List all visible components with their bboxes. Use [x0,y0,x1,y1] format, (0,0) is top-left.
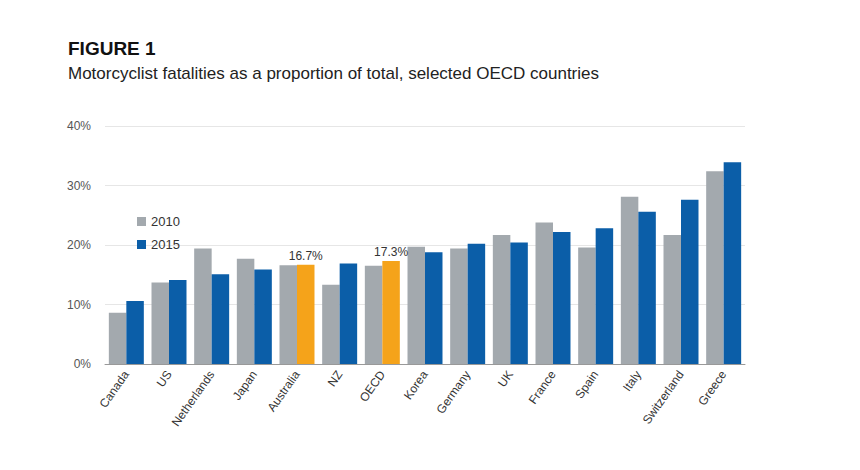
svg-text:Australia: Australia [264,368,302,415]
svg-text:40%: 40% [67,119,91,133]
svg-text:Canada: Canada [96,368,132,411]
svg-text:Italy: Italy [620,368,644,394]
svg-text:Spain: Spain [572,368,601,401]
svg-text:Korea: Korea [401,368,431,403]
svg-text:US: US [154,368,175,390]
svg-text:2010: 2010 [151,214,180,229]
svg-text:0%: 0% [74,357,92,371]
svg-text:Germany: Germany [434,368,474,416]
svg-text:Netherlands: Netherlands [169,368,218,429]
svg-text:FIGURE 1: FIGURE 1 [68,38,156,59]
svg-text:Greece: Greece [695,368,729,409]
svg-text:2015: 2015 [151,237,180,252]
svg-text:Switzerland: Switzerland [640,368,687,427]
svg-text:France: France [526,368,559,407]
svg-text:16.7%: 16.7% [289,249,323,263]
svg-text:Motorcyclist fatalities as a p: Motorcyclist fatalities as a proportion … [68,64,599,83]
svg-text:OECD: OECD [357,368,389,405]
svg-text:Japan: Japan [230,368,260,403]
svg-text:10%: 10% [67,298,91,312]
svg-text:UK: UK [495,368,516,390]
svg-text:20%: 20% [67,238,91,252]
svg-text:17.3%: 17.3% [374,245,408,259]
svg-text:NZ: NZ [325,368,346,389]
svg-text:30%: 30% [67,179,91,193]
